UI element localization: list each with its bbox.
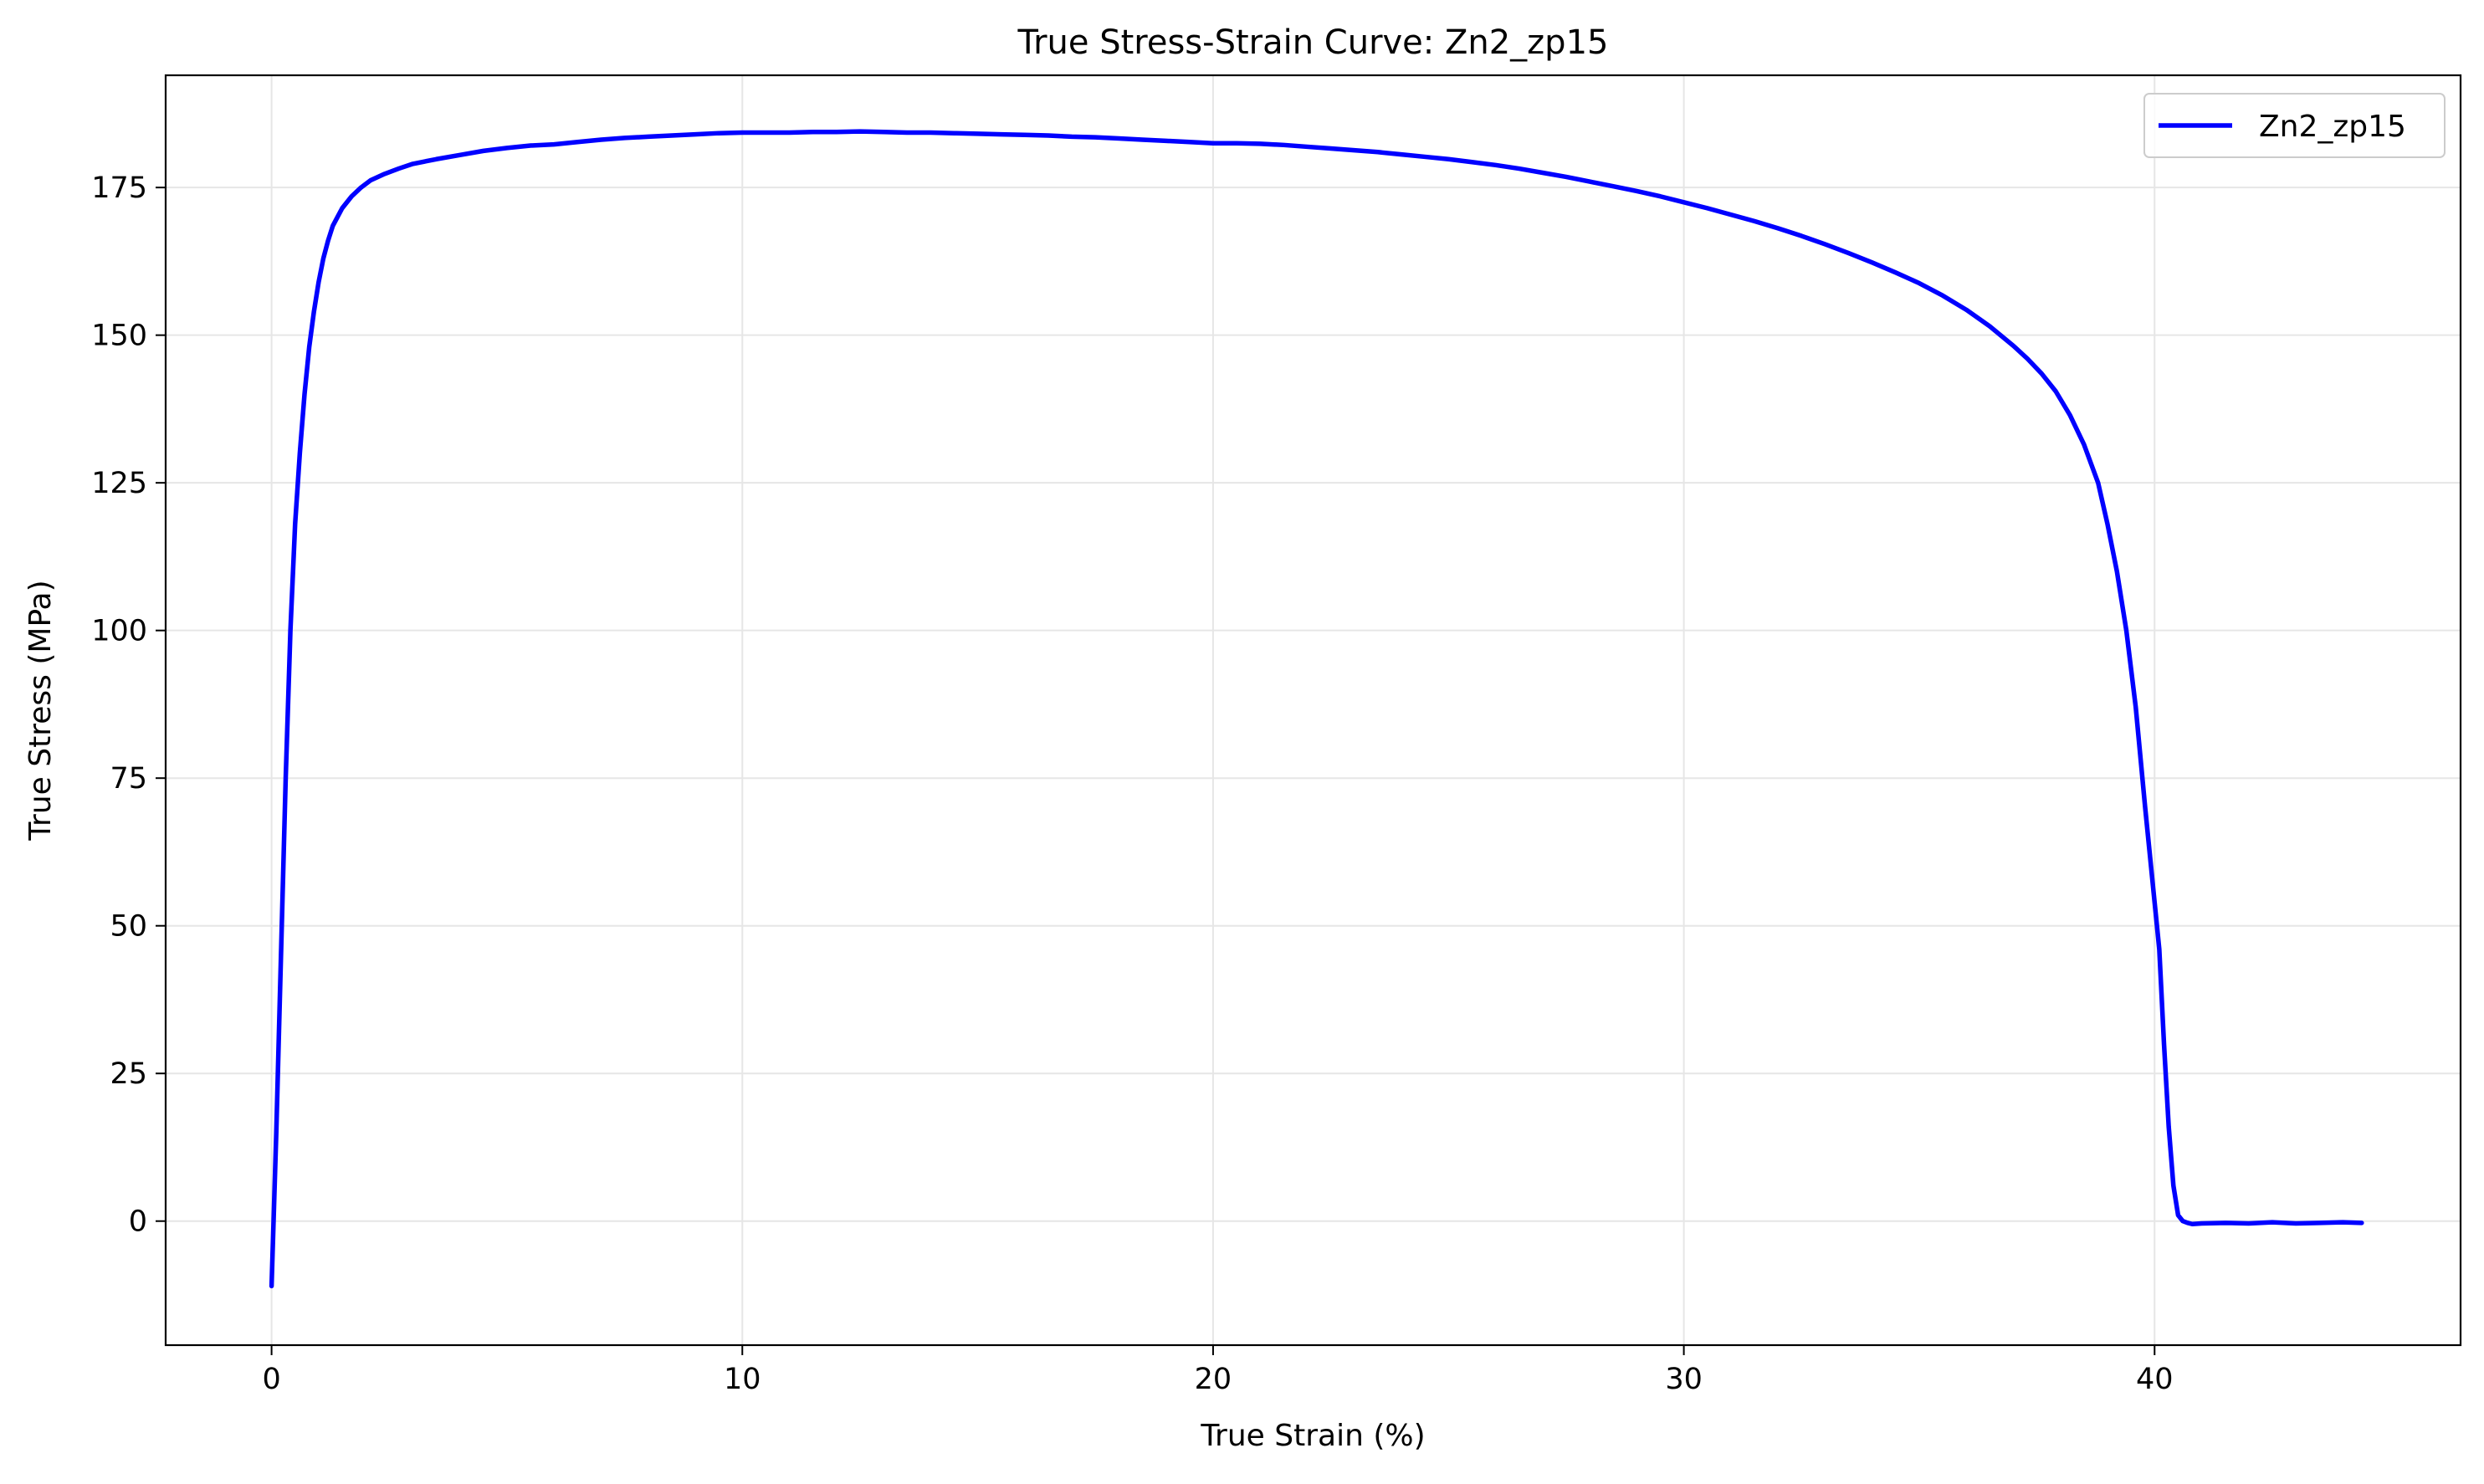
legend: Zn2_zp15 [2143, 93, 2446, 158]
x-tick-label: 40 [2136, 1363, 2174, 1396]
chart-title: True Stress-Strain Curve: Zn2_zp15 [1017, 23, 1609, 62]
grid-layer [166, 75, 2461, 1345]
y-tick-label: 150 [91, 320, 147, 353]
y-axis-ticks: 0 25 50 75 100 125 150 175 [91, 171, 166, 1239]
legend-label: Zn2_zp15 [2259, 110, 2406, 144]
x-tick-label: 0 [262, 1363, 280, 1396]
x-axis-label: True Strain (%) [1200, 1419, 1425, 1453]
y-tick-label: 0 [129, 1205, 147, 1239]
plot-frame [164, 74, 2462, 1347]
x-axis-ticks: 0 10 20 30 40 [262, 1345, 2174, 1396]
y-tick-label: 175 [91, 171, 147, 205]
legend-box [2143, 93, 2446, 158]
y-axis-label: True Stress (MPa) [23, 580, 58, 841]
y-tick-label: 25 [110, 1057, 147, 1091]
x-tick-label: 30 [1665, 1363, 1703, 1396]
y-tick-label: 100 [91, 615, 147, 648]
x-tick-label: 20 [1195, 1363, 1232, 1396]
y-tick-label: 75 [110, 762, 147, 796]
x-tick-label: 10 [724, 1363, 761, 1396]
y-tick-label: 50 [110, 910, 147, 944]
series-layer [269, 129, 2364, 1289]
series-line-zn2-zp15 [269, 129, 2364, 1289]
y-tick-label: 125 [91, 467, 147, 500]
